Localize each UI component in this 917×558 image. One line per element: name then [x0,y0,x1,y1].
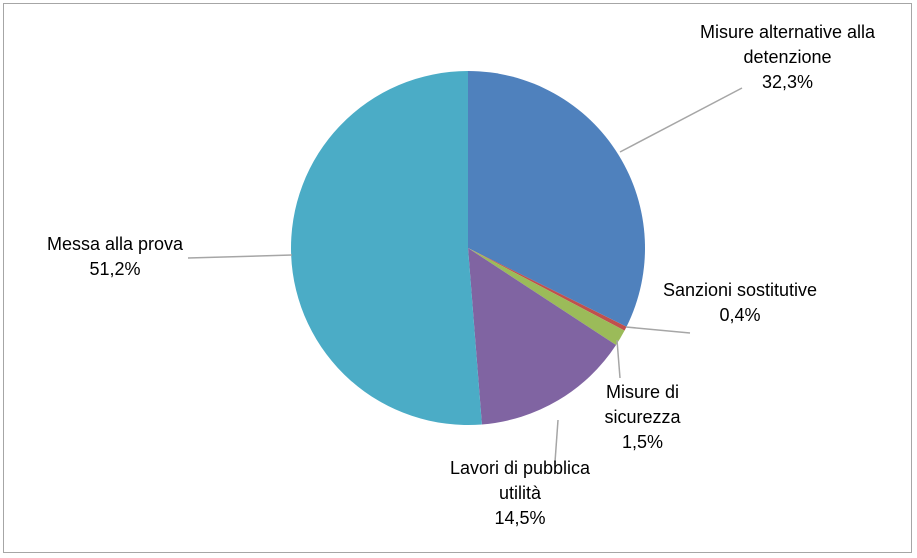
value-label: 32,3% [761,72,814,92]
pie-slice [468,71,646,327]
leader-line [187,254,293,259]
category-name: Lavori di pubblica utilità [449,458,591,503]
value-label: 0,4% [719,305,761,325]
slice-label: Misure di sicurezza 1,5% [575,380,710,455]
slice-label: Messa alla prova 51,2% [40,232,190,282]
leader-line [619,87,743,153]
pie-slice [468,248,627,331]
leader-line [554,419,559,463]
pie-slice [468,248,617,425]
chart-frame [3,3,912,553]
category-name: Messa alla prova [46,234,184,254]
pie-slice [468,248,625,346]
category-name: Sanzioni sostitutive [662,280,818,300]
leader-line [616,339,621,379]
slice-label: Misure alternative alla detenzione 32,3% [690,20,885,95]
value-label: 14,5% [494,508,546,528]
slice-label: Sanzioni sostitutive 0,4% [660,278,820,328]
category-name: Misure alternative alla detenzione [699,22,876,67]
value-label: 51,2% [89,259,141,279]
pie-slice [290,71,482,426]
leader-line [625,326,691,334]
category-name: Misure di sicurezza [604,382,681,427]
slice-label: Lavori di pubblica utilità 14,5% [440,456,600,531]
value-label: 1,5% [621,432,664,452]
